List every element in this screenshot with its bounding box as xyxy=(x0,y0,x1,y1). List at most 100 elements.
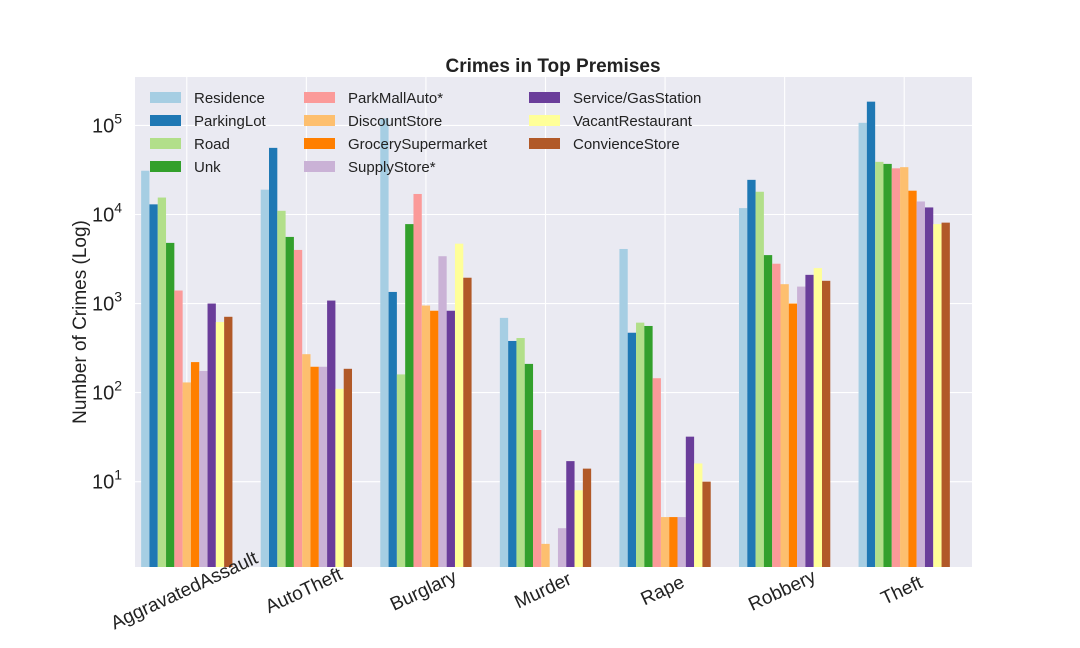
bar xyxy=(430,310,439,567)
legend-swatch xyxy=(529,115,560,126)
bar xyxy=(788,303,798,567)
legend-label: SupplyStore* xyxy=(348,159,436,176)
y-axis-label: Number of Crimes (Log) xyxy=(70,220,91,424)
bar xyxy=(182,382,191,567)
bar xyxy=(499,317,509,567)
bar xyxy=(763,255,773,567)
bar xyxy=(335,388,344,567)
bar xyxy=(224,316,233,567)
bar xyxy=(780,284,789,567)
bar xyxy=(446,310,455,567)
bar xyxy=(421,305,431,567)
legend-label: ParkingLot xyxy=(194,113,267,130)
legend-label: ConvienceStore xyxy=(573,136,680,153)
bar xyxy=(574,490,583,567)
bar xyxy=(310,366,319,567)
legend-label: ParkMallAuto* xyxy=(348,90,443,107)
bar xyxy=(858,122,867,567)
y-tick-labels: 101 102 103 104 105 xyxy=(92,110,122,493)
bar xyxy=(738,208,748,567)
bar xyxy=(797,286,806,567)
bar xyxy=(199,370,208,567)
bar xyxy=(660,517,670,567)
bar xyxy=(327,300,336,567)
bar xyxy=(669,517,678,567)
bar xyxy=(141,170,150,568)
bar xyxy=(463,277,472,567)
bar xyxy=(541,543,550,567)
legend-label: Service/GasStation xyxy=(573,90,701,107)
bar xyxy=(755,191,764,567)
legend-swatch xyxy=(304,115,335,126)
bar xyxy=(190,362,200,567)
legend-label: GrocerySupermarket xyxy=(348,136,488,153)
bar xyxy=(652,378,661,567)
legend-swatch xyxy=(150,92,181,103)
bar xyxy=(941,222,950,567)
bar xyxy=(866,101,876,567)
bar xyxy=(916,201,925,568)
bars xyxy=(141,101,950,568)
legend-swatch xyxy=(150,161,181,172)
bar xyxy=(702,481,711,567)
bar xyxy=(636,322,645,567)
bar xyxy=(685,436,695,567)
bar xyxy=(293,249,303,567)
legend-label: VacantRestaurant xyxy=(573,113,693,130)
bar xyxy=(508,340,517,567)
bar xyxy=(821,280,831,567)
bar xyxy=(516,338,525,567)
bar xyxy=(166,242,175,567)
bar xyxy=(619,248,628,568)
bar xyxy=(772,263,781,567)
legend-label: Unk xyxy=(194,159,221,176)
bar xyxy=(524,363,534,567)
bar xyxy=(627,332,637,567)
bar xyxy=(694,463,703,567)
bar xyxy=(396,374,406,567)
bar xyxy=(557,528,567,567)
legend-swatch xyxy=(150,138,181,149)
bar xyxy=(883,163,892,567)
bar xyxy=(566,461,575,567)
bar xyxy=(454,243,464,567)
bar xyxy=(302,354,311,567)
legend-swatch xyxy=(150,115,181,126)
y-tick-label: 101 xyxy=(92,467,122,494)
bar xyxy=(269,147,278,567)
bar xyxy=(380,118,389,568)
bar xyxy=(747,179,756,567)
bar xyxy=(533,430,542,567)
bar xyxy=(260,189,270,568)
bar xyxy=(933,224,942,567)
legend-swatch xyxy=(304,161,335,172)
y-tick-label: 105 xyxy=(92,110,122,137)
bar xyxy=(413,193,422,567)
bar xyxy=(174,290,183,567)
y-tick-label: 102 xyxy=(92,378,122,405)
bar xyxy=(805,274,814,567)
legend-swatch xyxy=(529,92,560,103)
legend-swatch xyxy=(304,92,335,103)
bar xyxy=(277,210,286,567)
bar xyxy=(157,197,167,568)
legend-label: Residence xyxy=(194,90,265,107)
legend-swatch xyxy=(304,138,335,149)
bar xyxy=(405,224,414,567)
bar xyxy=(149,204,158,567)
bar xyxy=(891,168,901,567)
bar xyxy=(388,291,397,567)
bar xyxy=(343,368,353,567)
bar xyxy=(677,517,686,567)
chart-title: Crimes in Top Premises xyxy=(445,56,660,77)
bar xyxy=(908,190,917,567)
bar xyxy=(644,325,653,567)
bar xyxy=(924,207,934,567)
y-tick-label: 104 xyxy=(92,199,122,226)
bar xyxy=(215,322,225,567)
plot-area xyxy=(135,77,972,567)
bar xyxy=(207,303,216,567)
bar xyxy=(318,366,328,567)
bar xyxy=(285,236,294,568)
